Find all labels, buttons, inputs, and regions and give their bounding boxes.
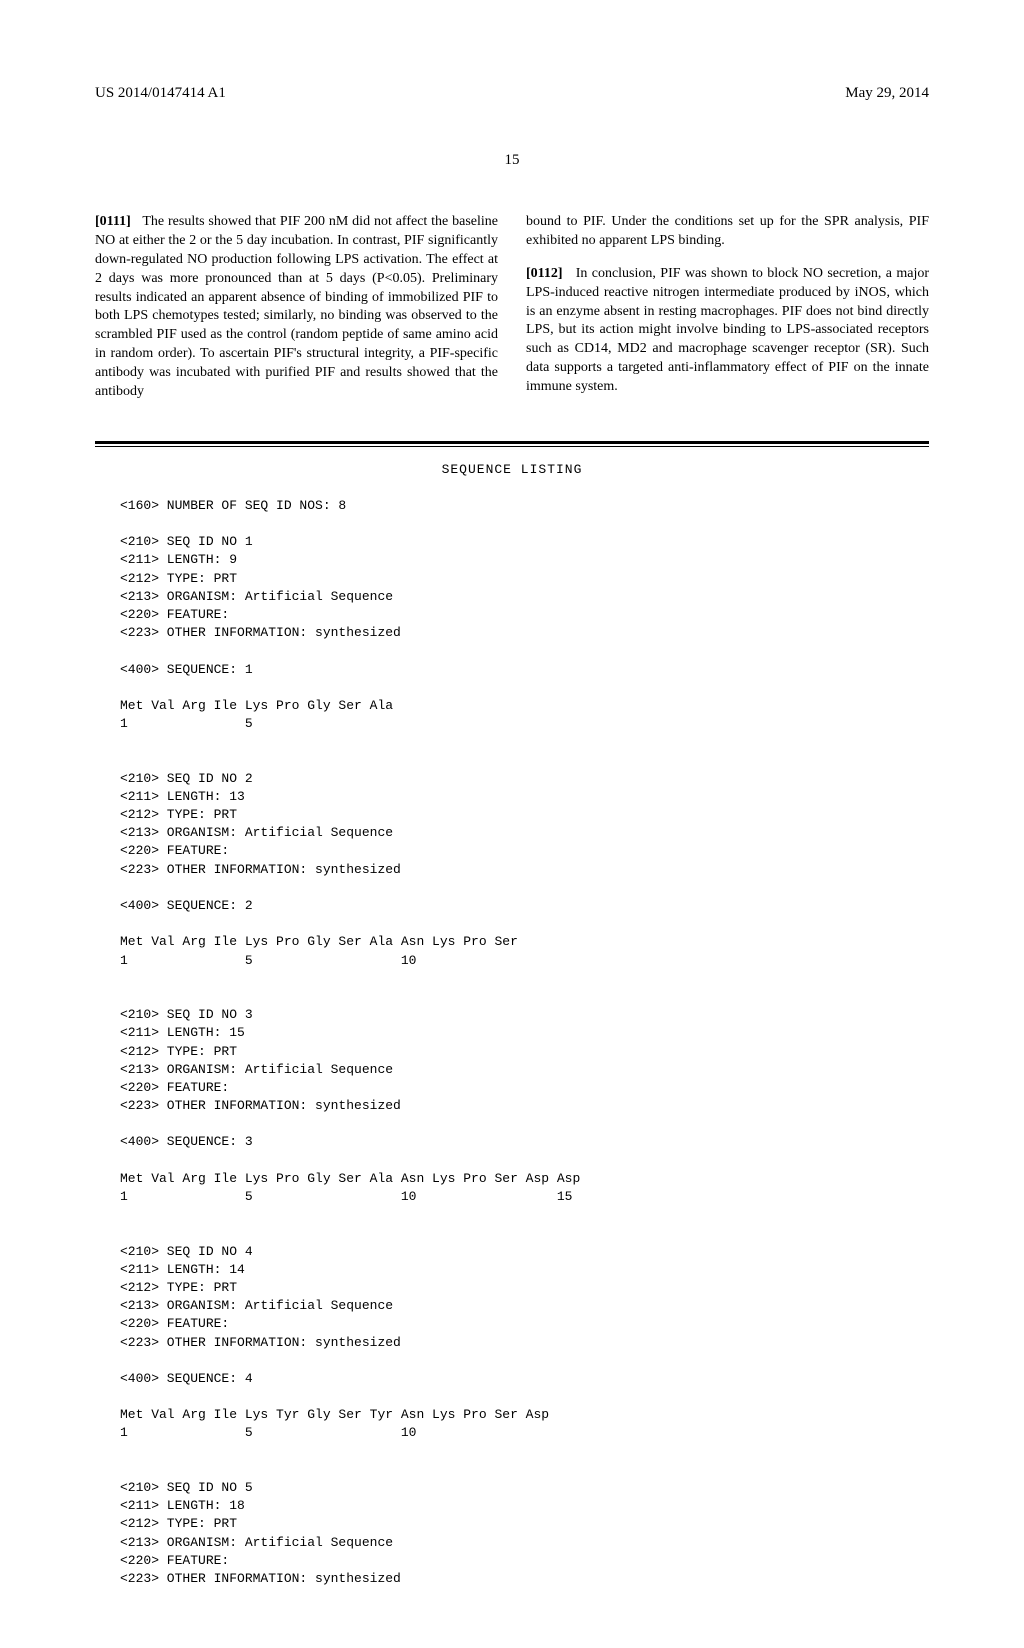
para-number: [0111] <box>95 214 131 229</box>
seq3-marker: <400> SEQUENCE: 3 <box>120 1134 253 1149</box>
seq4-data: Met Val Arg Ile Lys Tyr Gly Ser Tyr Asn … <box>120 1407 549 1440</box>
seq1-header: <210> SEQ ID NO 1 <211> LENGTH: 9 <212> … <box>120 534 401 640</box>
publication-number: US 2014/0147414 A1 <box>95 85 226 102</box>
page-header: US 2014/0147414 A1 May 29, 2014 <box>95 85 929 102</box>
seq3-header: <210> SEQ ID NO 3 <211> LENGTH: 15 <212>… <box>120 1007 401 1113</box>
para-text: In conclusion, PIF was shown to block NO… <box>526 266 929 394</box>
seq1-marker: <400> SEQUENCE: 1 <box>120 662 253 677</box>
sequence-listing: <160> NUMBER OF SEQ ID NOS: 8 <210> SEQ … <box>95 497 929 1588</box>
seq2-data: Met Val Arg Ile Lys Pro Gly Ser Ala Asn … <box>120 934 518 967</box>
paragraph-0111: [0111] The results showed that PIF 200 n… <box>95 213 498 402</box>
publication-date: May 29, 2014 <box>845 85 929 102</box>
page-number: 15 <box>95 152 929 169</box>
seq4-header: <210> SEQ ID NO 4 <211> LENGTH: 14 <212>… <box>120 1244 401 1350</box>
seq1-data: Met Val Arg Ile Lys Pro Gly Ser Ala 1 5 <box>120 698 393 731</box>
seq2-header: <210> SEQ ID NO 2 <211> LENGTH: 13 <212>… <box>120 771 401 877</box>
seq5-header: <210> SEQ ID NO 5 <211> LENGTH: 18 <212>… <box>120 1480 401 1586</box>
body-columns: [0111] The results showed that PIF 200 n… <box>95 199 929 416</box>
sequence-listing-title: SEQUENCE LISTING <box>95 462 929 477</box>
divider-thick <box>95 441 929 444</box>
para-number: [0112] <box>526 266 563 281</box>
seq4-marker: <400> SEQUENCE: 4 <box>120 1371 253 1386</box>
para-text: The results showed that PIF 200 nM did n… <box>95 214 498 399</box>
page: US 2014/0147414 A1 May 29, 2014 15 [0111… <box>0 0 1024 1648</box>
paragraph-0111-continued: bound to PIF. Under the conditions set u… <box>526 213 929 251</box>
right-column: bound to PIF. Under the conditions set u… <box>526 199 929 416</box>
seq-count: <160> NUMBER OF SEQ ID NOS: 8 <box>120 498 346 513</box>
divider-thin <box>95 446 929 447</box>
left-column: [0111] The results showed that PIF 200 n… <box>95 199 498 416</box>
seq2-marker: <400> SEQUENCE: 2 <box>120 898 253 913</box>
paragraph-0112: [0112] In conclusion, PIF was shown to b… <box>526 265 929 397</box>
seq3-data: Met Val Arg Ile Lys Pro Gly Ser Ala Asn … <box>120 1171 580 1204</box>
